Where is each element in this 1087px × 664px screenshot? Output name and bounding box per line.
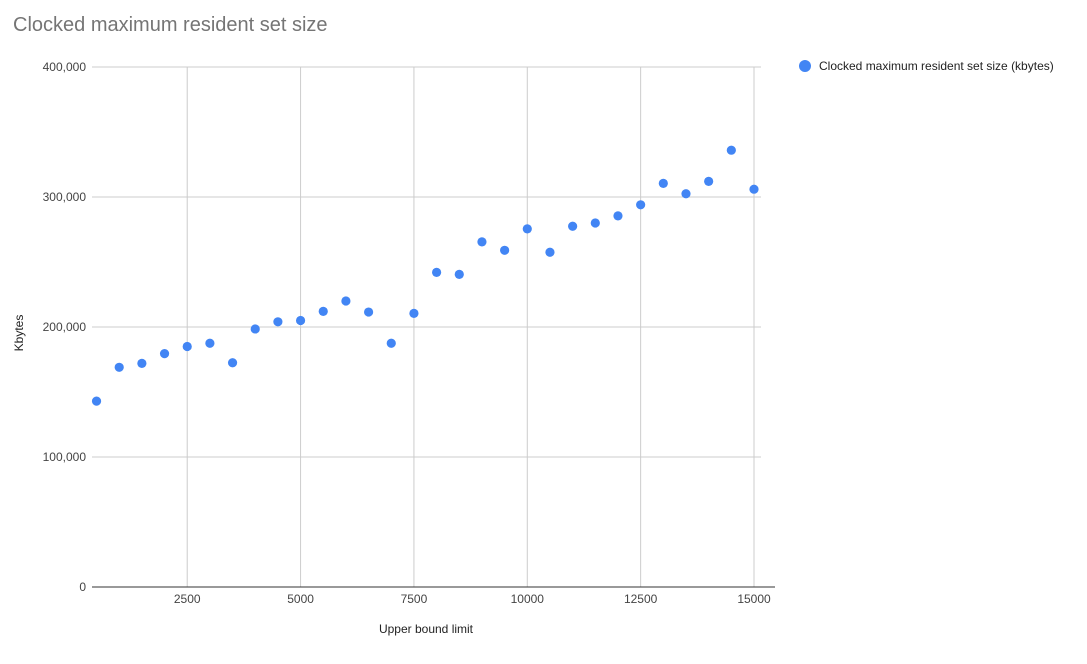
data-point (341, 296, 351, 306)
data-point (545, 247, 555, 257)
data-point (726, 145, 736, 155)
data-point (636, 200, 646, 210)
x-tick-label: 2500 (174, 592, 201, 606)
data-point (522, 224, 532, 234)
data-point (159, 349, 170, 359)
chart-title: Clocked maximum resident set size (13, 14, 328, 36)
data-point (704, 176, 714, 186)
y-tick-label: 400,000 (43, 60, 87, 74)
data-point (409, 308, 419, 318)
x-tick-label: 10000 (511, 592, 545, 606)
data-point (477, 237, 487, 247)
data-point (227, 358, 238, 368)
data-point (91, 396, 102, 406)
x-axis-title: Upper bound limit (379, 622, 474, 636)
data-point (681, 189, 691, 199)
data-point (295, 315, 306, 326)
data-point (568, 221, 578, 231)
legend-label: Clocked maximum resident set size (kbyte… (819, 59, 1054, 73)
data-point (454, 269, 464, 279)
data-points (91, 145, 759, 406)
data-point (318, 306, 328, 316)
data-point (182, 341, 192, 352)
data-point (250, 324, 260, 334)
data-point (613, 211, 623, 221)
data-point (590, 218, 600, 228)
data-point (386, 338, 396, 348)
x-tick-label: 5000 (287, 592, 314, 606)
legend: Clocked maximum resident set size (kbyte… (799, 59, 1054, 73)
data-point (500, 245, 510, 255)
x-tick-label: 15000 (737, 592, 771, 606)
data-point (114, 362, 124, 372)
grid-lines (92, 66, 761, 587)
y-tick-label: 0 (79, 580, 86, 594)
data-point (273, 317, 283, 327)
y-tick-label: 100,000 (43, 450, 87, 464)
y-tick-label: 200,000 (43, 320, 87, 334)
data-point (205, 338, 215, 348)
data-point (658, 178, 668, 188)
legend-marker-icon (799, 60, 811, 72)
x-tick-label: 7500 (401, 592, 428, 606)
data-point (432, 267, 442, 277)
x-tick-label: 12500 (624, 592, 658, 606)
tick-labels: 0 100,000 200,000 300,000 400,000 2500 5000 750… (43, 60, 771, 606)
y-axis-title: Kbytes (12, 315, 26, 352)
data-point (749, 184, 759, 194)
data-point (137, 358, 147, 368)
data-point (363, 307, 374, 317)
y-tick-label: 300,000 (43, 190, 87, 204)
